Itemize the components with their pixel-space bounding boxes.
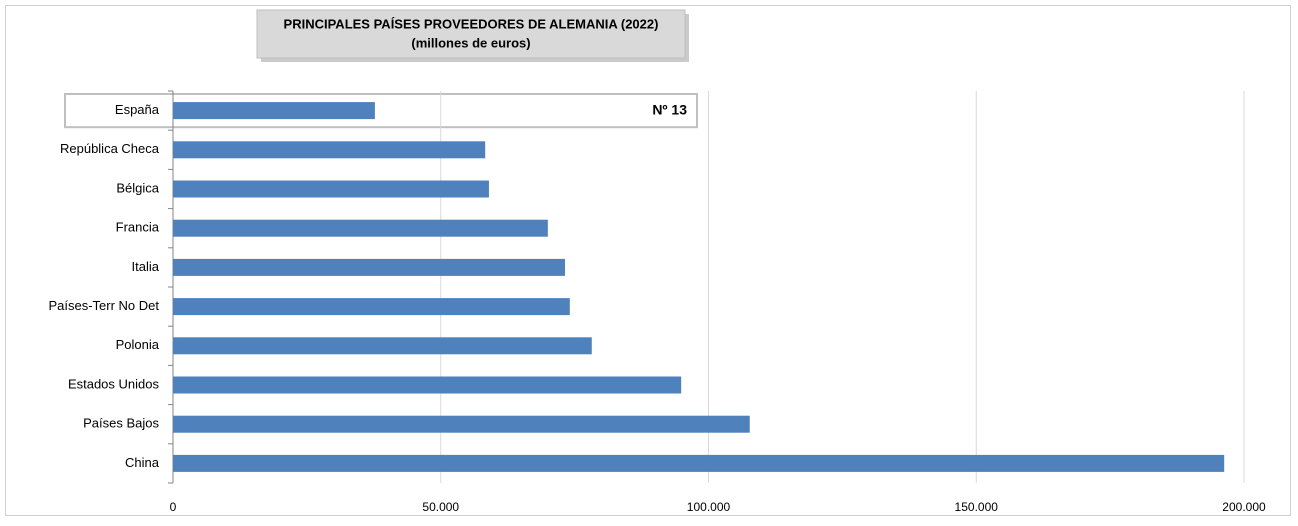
bar xyxy=(173,141,486,159)
bar xyxy=(173,376,682,394)
bar xyxy=(173,298,570,316)
y-tick-label: Italia xyxy=(132,259,160,274)
bar xyxy=(173,102,375,120)
chart-subtitle: (millones de euros) xyxy=(411,35,530,50)
y-tick-label: China xyxy=(125,455,160,470)
bar xyxy=(173,454,1225,472)
x-tick-label: 150.000 xyxy=(955,500,999,514)
bar xyxy=(173,258,565,276)
bar xyxy=(173,337,592,355)
x-tick-label: 200.000 xyxy=(1222,500,1266,514)
bar xyxy=(173,219,548,237)
y-tick-label: Bélgica xyxy=(116,180,159,195)
chart-title: PRINCIPALES PAÍSES PROVEEDORES DE ALEMAN… xyxy=(284,16,659,31)
bar xyxy=(173,415,750,433)
y-tick-label: Países Bajos xyxy=(83,416,159,431)
x-tick-label: 0 xyxy=(170,500,177,514)
y-tick-label: Países-Terr No Det xyxy=(48,298,159,313)
x-tick-label: 50.000 xyxy=(422,500,459,514)
annotation: Nº 13 xyxy=(652,101,687,117)
y-tick-label: España xyxy=(115,102,160,117)
y-tick-label: Francia xyxy=(116,220,160,235)
bar xyxy=(173,180,489,198)
title-box xyxy=(256,9,686,59)
y-tick-label: República Checa xyxy=(60,141,160,156)
y-tick-label: Polonia xyxy=(116,337,160,352)
x-tick-label: 100.000 xyxy=(687,500,731,514)
highlight-box xyxy=(64,93,698,129)
y-tick-label: Estados Unidos xyxy=(68,376,160,391)
